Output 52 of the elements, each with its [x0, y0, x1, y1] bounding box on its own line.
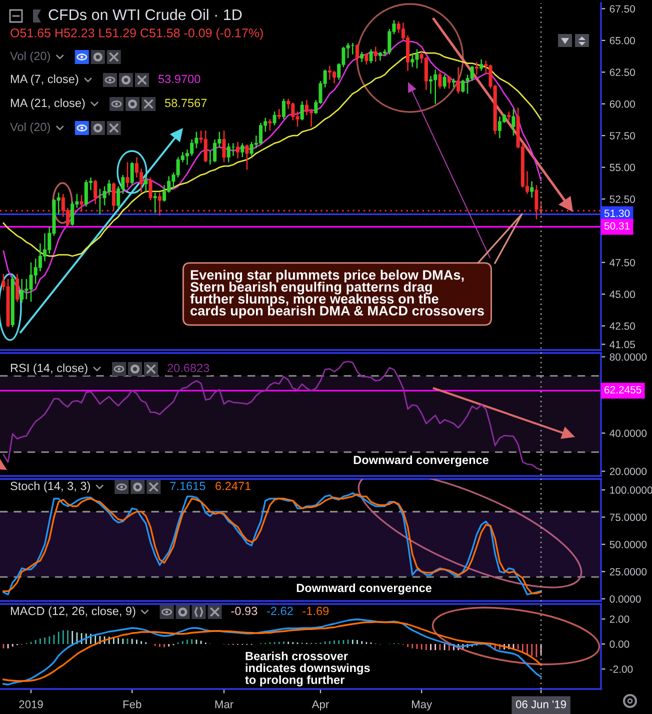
annotation: Bearish crossover indicates downswings to prolong further [245, 652, 370, 686]
annotation: 58.7567 [164, 98, 207, 108]
y-tick-label: 0.0000 [610, 595, 641, 603]
text: O51.65 H52.23 L51.29 C51.58 -0.09 (-0.17%) [10, 28, 263, 40]
annotation: Vol (20) [10, 52, 50, 62]
annotation: Evening star plummets price below DMAs, Stern bearish engulfing patterns drag further slumps, more weakness on the cards upon bearish DMA & MACD crossovers [190, 270, 484, 318]
y-tick-label: 60.00 [610, 100, 635, 108]
y-tick-label: 62.50 [610, 68, 635, 76]
annotation: -1.69 [302, 606, 329, 616]
annotation: -0.93 [231, 606, 258, 616]
annotation: -2.62 [267, 606, 293, 616]
annotation: Stoch (14, 3, 3) [10, 481, 90, 492]
x-tick-label: Feb [123, 700, 142, 708]
y-tick-label: 80.0000 [610, 353, 647, 361]
y-tick-label: 41.05 [610, 340, 635, 348]
y-tick-label: 45.00 [610, 290, 635, 298]
ref-line-label: 51.30 [604, 210, 630, 218]
y-tick-label: 2.00 [610, 616, 630, 623]
y-tick-label: 50.0000 [610, 540, 647, 548]
y-tick-label: 20.0000 [610, 468, 647, 476]
y-tick-label: 47.50 [610, 258, 635, 266]
chart-title: CFDs on WTI Crude Oil · 1D [48, 8, 242, 20]
y-tick-label: 0.00 [610, 640, 630, 648]
annotation: MACD (12, 26, close, 9) [10, 606, 136, 618]
y-tick-label: 52.50 [610, 196, 635, 203]
y-tick-label: 67.50 [610, 5, 635, 13]
x-tick-label: 2019 [19, 700, 43, 708]
annotation: Downward convergence [296, 583, 432, 595]
annotation: Vol (20) [10, 122, 50, 134]
y-tick-label: 40.0000 [610, 430, 647, 437]
y-tick-label: 25.0000 [610, 568, 647, 576]
y-tick-label: 57.50 [610, 132, 635, 140]
y-tick-label: 42.50 [610, 322, 635, 330]
y-tick-label: 100.0000 [610, 486, 652, 494]
annotation: MA (7, close) [10, 74, 78, 86]
annotation: Downward convergence [354, 455, 488, 467]
y-tick-label: 65.00 [610, 36, 635, 44]
y-tick-label: 75.0000 [610, 514, 647, 521]
x-tick-label: Mar [215, 700, 234, 708]
x-tick-label: 06 Jun '19 [516, 700, 566, 708]
x-tick-label: May [412, 700, 432, 710]
ref-line-label: 62.2455 [604, 386, 642, 394]
annotation: RSI (14, close) [10, 363, 88, 374]
annotation: 6.2471 [216, 482, 251, 490]
annotation: 53.9700 [158, 74, 200, 84]
y-tick-label: -2.00 [610, 666, 633, 673]
x-tick-label: Apr [312, 700, 329, 710]
annotation: 20.6823 [168, 364, 210, 372]
annotation: 7.1615 [170, 482, 206, 490]
annotation: MA (21, close) [10, 98, 85, 110]
y-tick-label: 55.00 [610, 164, 635, 172]
ref-line-label: 50.31 [604, 222, 630, 230]
